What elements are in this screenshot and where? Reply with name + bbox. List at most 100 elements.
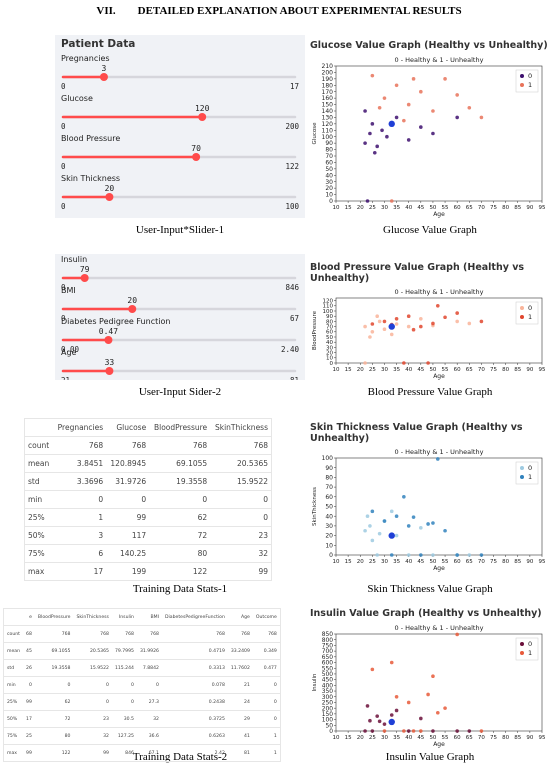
header-row: e BloodPressure SkinThickness Insulin BMI Dia…	[3, 608, 281, 626]
data-point	[389, 332, 394, 337]
column-header: BloodPressure	[149, 418, 211, 437]
slider-value: 0.47	[99, 327, 118, 336]
y-tick-label: 700	[322, 649, 334, 655]
data-point	[368, 335, 372, 339]
y-tick-label: 90	[325, 140, 333, 147]
slider-panel: Patient Data Pregnancies 3 0 17 Glucose 120 0 20…	[55, 35, 305, 218]
y-tick-label: 40	[325, 513, 333, 520]
y-tick-label: 800	[322, 638, 334, 644]
y-tick-label: 50	[325, 166, 333, 173]
plot-frame	[335, 457, 543, 556]
row-label: std	[24, 472, 54, 491]
y-tick-label: 70	[325, 153, 333, 160]
y-tick-label: 150	[322, 102, 334, 109]
cell: 3	[53, 526, 107, 545]
data-point	[431, 521, 435, 525]
cell: 768	[149, 436, 211, 455]
x-tick-label: 55	[442, 559, 449, 565]
y-tick-label: 40	[326, 340, 333, 346]
data-point	[389, 713, 394, 717]
slider-max: 100	[285, 202, 299, 211]
data-point	[419, 89, 423, 94]
x-tick-label: 70	[478, 367, 485, 373]
data-point	[455, 553, 459, 557]
y-tick-label: 110	[322, 127, 334, 134]
data-point	[411, 515, 416, 519]
cell: 0.2438	[161, 693, 228, 711]
data-point	[479, 729, 484, 733]
section-heading: VII. DETAILED EXPLANATION ABOUT EXPERIMEN…	[0, 5, 558, 17]
y-tick-label: 50	[326, 335, 333, 341]
y-tick-label: 30	[326, 345, 333, 351]
data-point	[363, 528, 367, 533]
data-point	[375, 553, 379, 557]
x-tick-label: 45	[417, 735, 424, 741]
row-label: 75%	[24, 544, 54, 563]
legend-label: 1	[528, 313, 532, 321]
cell: 72	[34, 710, 74, 728]
cell: 20.5365	[73, 642, 112, 660]
slider-min: 0	[61, 283, 66, 292]
cell: 768	[34, 625, 74, 643]
cell: 32	[210, 544, 272, 563]
data-point	[402, 118, 406, 123]
y-tick-label: 140	[322, 108, 334, 115]
data-point	[419, 317, 423, 321]
cell: 0	[210, 508, 272, 527]
x-axis-label: Age	[433, 211, 445, 218]
data-point	[419, 324, 423, 329]
section-number: VII.	[96, 5, 116, 17]
row-label: 75%	[3, 727, 24, 745]
x-tick-label: 95	[539, 205, 546, 211]
row-label: 50%	[3, 710, 24, 728]
chart-subtitle: 0 - Healthy & 1 - Unhealthy	[395, 288, 484, 296]
y-tick-label: 100	[322, 455, 334, 462]
data-point	[377, 531, 382, 536]
legend-box	[515, 461, 539, 485]
cell: 20.5365	[210, 454, 272, 473]
y-tick-label: 120	[322, 121, 334, 128]
slider-label: Pregnancies	[61, 54, 110, 63]
table-row: max 99 122 99 846 67.1 2.42 81 1	[3, 744, 281, 762]
cell: 199	[106, 562, 150, 581]
row-label: 50%	[24, 526, 54, 545]
x-tick-label: 10	[333, 559, 340, 565]
x-tick-label: 80	[502, 205, 509, 211]
column-header: BloodPressure	[34, 608, 74, 626]
data-point	[370, 667, 375, 672]
legend-box	[515, 69, 539, 93]
cell: 0	[210, 490, 272, 509]
data-point	[406, 700, 411, 705]
chart-subtitle: 0 - Healthy & 1 - Unhealthy	[395, 624, 484, 632]
data-point	[419, 716, 423, 721]
slider-max: 846	[285, 283, 299, 292]
data-point	[467, 105, 472, 110]
cell: 768	[210, 436, 272, 455]
x-tick-label: 35	[393, 735, 400, 741]
cell: 32	[136, 710, 162, 728]
row-label: min	[24, 490, 54, 509]
cell: 67.1	[136, 744, 162, 762]
cell: 23	[73, 710, 112, 728]
column-header: e	[23, 608, 35, 626]
cell: 81	[227, 744, 253, 762]
x-tick-label: 85	[514, 367, 521, 373]
cell: 0	[252, 676, 281, 694]
x-tick-label: 90	[526, 735, 533, 741]
cell: 768	[73, 625, 112, 643]
slider-knob	[105, 193, 114, 201]
data-point	[402, 729, 406, 733]
cell: 11.7602	[227, 659, 253, 677]
x-tick-label: 45	[417, 367, 424, 373]
cell: 72	[149, 526, 211, 545]
data-point	[382, 96, 387, 100]
row-label: count	[24, 436, 54, 455]
data-point	[406, 524, 411, 528]
slider-knob	[128, 305, 137, 313]
data-point	[443, 706, 447, 710]
cell: 768	[111, 625, 137, 643]
legend-label: 0	[528, 464, 532, 472]
slider-value: 20	[127, 296, 137, 305]
x-tick-label: 30	[381, 205, 388, 211]
data-point	[479, 115, 484, 120]
